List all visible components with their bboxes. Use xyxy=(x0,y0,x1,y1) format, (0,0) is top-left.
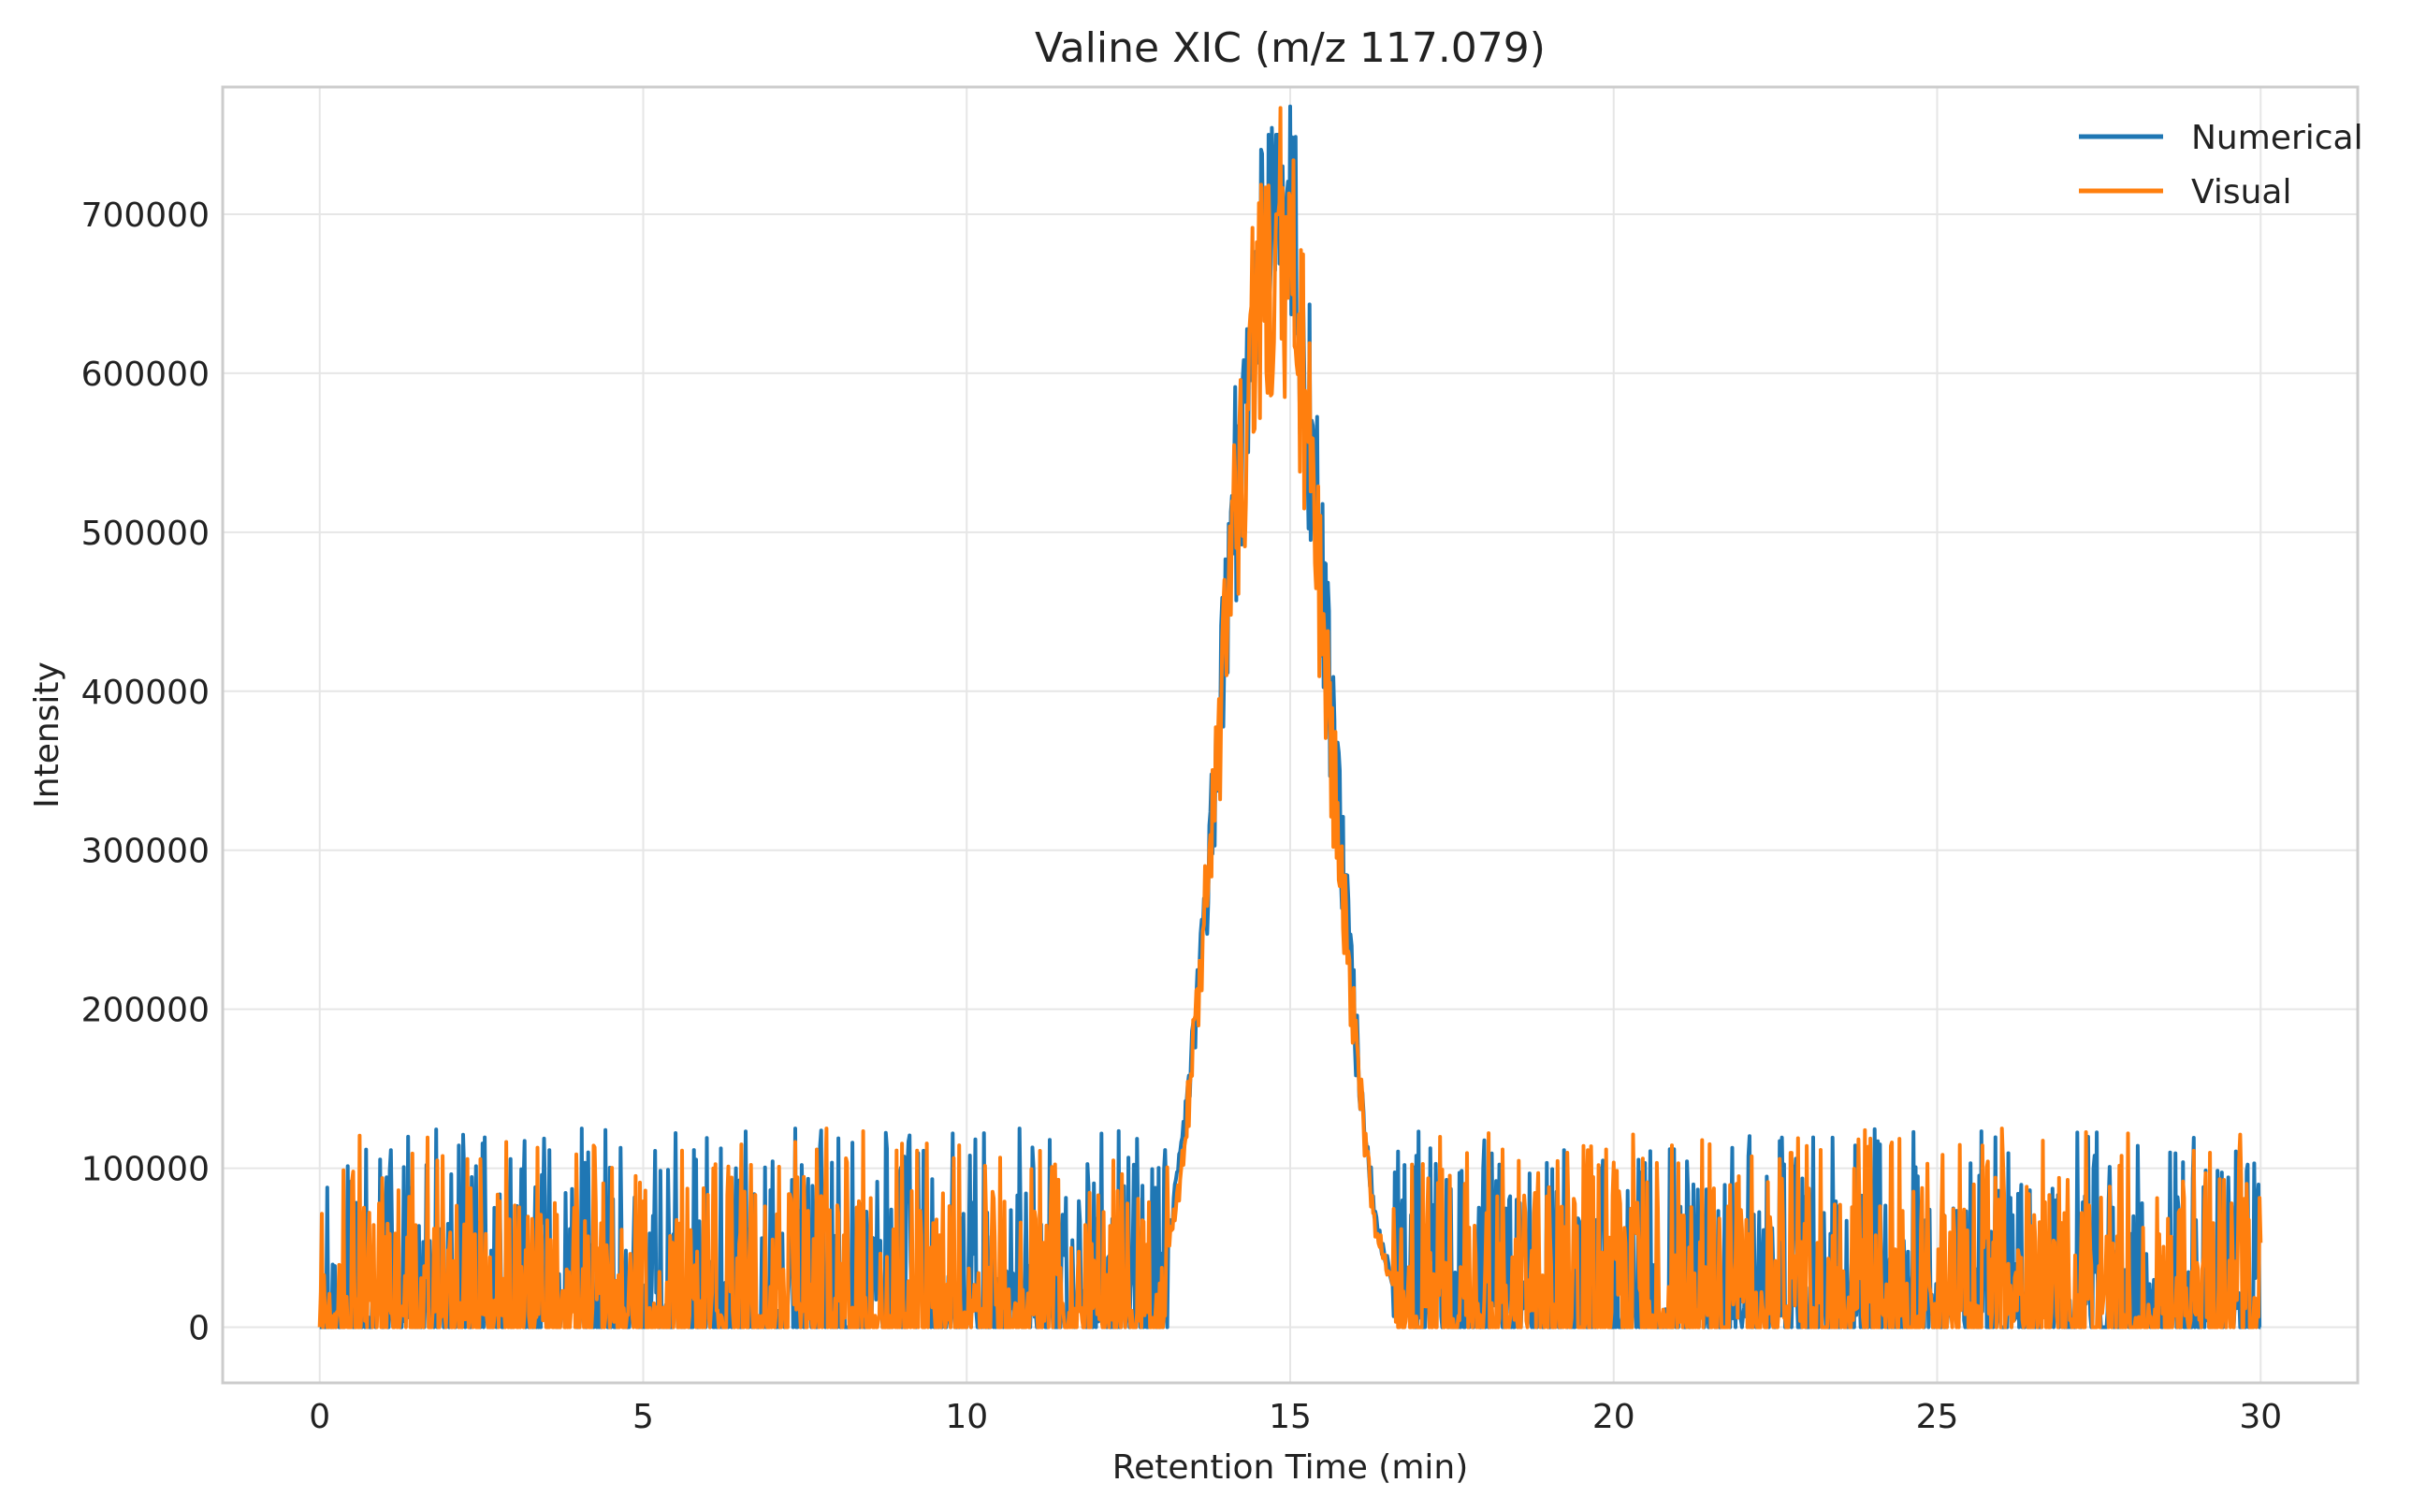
x-tick-label-1: 5 xyxy=(632,1398,654,1436)
x-tick-labels: 0 5 10 15 20 25 30 xyxy=(309,1398,2282,1436)
y-tick-label-5: 500000 xyxy=(81,515,210,553)
y-tick-label-3: 300000 xyxy=(81,833,210,871)
series-line-visual xyxy=(317,106,2263,1330)
x-tick-label-0: 0 xyxy=(309,1398,330,1436)
legend: Numerical Visual xyxy=(2079,119,2363,211)
y-tick-label-2: 200000 xyxy=(81,992,210,1030)
plot-frame xyxy=(221,85,2360,1385)
y-tick-label-4: 400000 xyxy=(81,674,210,712)
x-tick-label-5: 25 xyxy=(1916,1398,1959,1436)
x-tick-label-2: 10 xyxy=(945,1398,988,1436)
x-tick-label-3: 15 xyxy=(1269,1398,1312,1436)
x-axis-label: Retention Time (min) xyxy=(1112,1448,1469,1487)
y-axis-label: Intensity xyxy=(28,662,66,808)
legend-label-visual: Visual xyxy=(2191,173,2291,211)
x-tick-label-4: 20 xyxy=(1592,1398,1635,1436)
y-tick-label-0: 0 xyxy=(188,1310,210,1348)
series-layer xyxy=(317,104,2263,1330)
y-tick-labels: 0 100000 200000 300000 400000 500000 600000 700… xyxy=(81,196,210,1348)
y-tick-label-1: 100000 xyxy=(81,1151,210,1189)
x-tick-label-6: 30 xyxy=(2239,1398,2282,1436)
y-tick-label-6: 600000 xyxy=(81,356,210,394)
chart-title: Valine XIC (m/z 117.079) xyxy=(1035,24,1546,72)
legend-label-numerical: Numerical xyxy=(2191,119,2363,157)
y-tick-label-7: 700000 xyxy=(81,196,210,235)
